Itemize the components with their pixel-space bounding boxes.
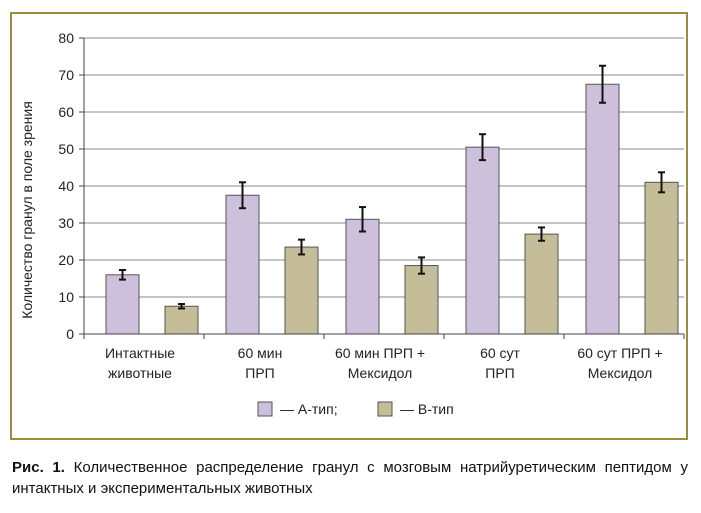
x-category-label: 60 сут ПРП + Мексидол bbox=[577, 345, 662, 381]
bar-chart: 0 10 20 30 40 50 60 70 80 Интактные животные 60 мин… bbox=[19, 30, 685, 417]
x-category-label: 60 мин ПРП + Мексидол bbox=[335, 345, 425, 381]
x-category-label-line: Мексидол bbox=[588, 365, 653, 381]
legend-label: — В-тип bbox=[400, 401, 454, 417]
x-category-label-line: 60 мин bbox=[238, 345, 283, 361]
y-tick-label: 30 bbox=[58, 215, 74, 231]
bars bbox=[105, 64, 679, 335]
x-category-label-line: Мексидол bbox=[348, 365, 413, 381]
y-tick-label: 60 bbox=[58, 104, 74, 120]
y-axis-title: Количество гранул в поле зрения bbox=[19, 101, 35, 319]
figure-frame: 0 10 20 30 40 50 60 70 80 Интактные животные 60 мин… bbox=[10, 12, 688, 440]
bar bbox=[284, 246, 319, 335]
legend: — А-тип; — В-тип bbox=[257, 401, 454, 417]
bar bbox=[524, 233, 559, 335]
x-category-label-line: 60 сут bbox=[480, 345, 520, 361]
x-category-label-line: ПРП bbox=[485, 365, 514, 381]
bar bbox=[225, 194, 260, 335]
figure-caption: Рис. 1. Количественное распределение гра… bbox=[12, 457, 688, 499]
legend-swatch bbox=[377, 401, 393, 417]
x-category-label-line: ПРП bbox=[245, 365, 274, 381]
x-category-label-line: Интактные bbox=[105, 345, 175, 361]
bar bbox=[644, 181, 679, 335]
y-tick-label: 20 bbox=[58, 252, 74, 268]
x-category-label-line: животные bbox=[108, 365, 172, 381]
bar bbox=[585, 83, 620, 335]
y-tick-label: 50 bbox=[58, 141, 74, 157]
caption-prefix: Рис. 1. bbox=[12, 459, 65, 476]
y-tick-label: 70 bbox=[58, 67, 74, 83]
legend-label: — А-тип; bbox=[280, 401, 338, 417]
gridlines bbox=[84, 37, 684, 298]
y-tick-label: 10 bbox=[58, 289, 74, 305]
x-category-label: Интактные животные bbox=[105, 345, 175, 381]
legend-swatch bbox=[257, 401, 273, 417]
bar bbox=[465, 146, 500, 335]
bar bbox=[404, 265, 439, 335]
y-tick-label: 80 bbox=[58, 30, 74, 46]
x-category-label: 60 мин ПРП bbox=[238, 345, 283, 381]
axes: 0 10 20 30 40 50 60 70 80 Интактные животные 60 мин… bbox=[58, 30, 685, 381]
y-tick-label: 40 bbox=[58, 178, 74, 194]
x-category-label-line: 60 сут ПРП + bbox=[577, 345, 662, 361]
y-tick-label: 0 bbox=[66, 326, 74, 342]
x-category-label-line: 60 мин ПРП + bbox=[335, 345, 425, 361]
bar bbox=[105, 274, 140, 335]
caption-text: Количественное распределение гранул с мо… bbox=[12, 459, 688, 497]
x-category-label: 60 сут ПРП bbox=[480, 345, 520, 381]
bar bbox=[345, 218, 380, 335]
bar bbox=[164, 305, 199, 335]
